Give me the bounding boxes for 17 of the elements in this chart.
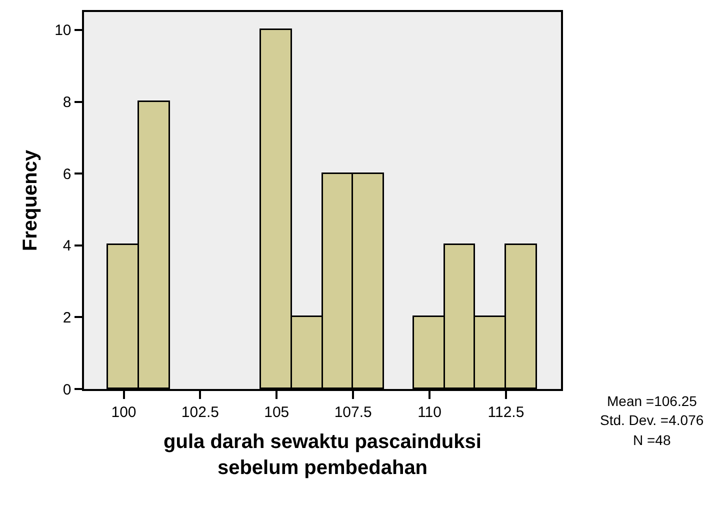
- y-tick-label: 4: [62, 238, 72, 255]
- x-tick-label: 100: [111, 404, 136, 421]
- y-tick-label: 2: [62, 309, 72, 326]
- y-axis-title: Frequency: [20, 149, 42, 252]
- x-axis-title: gula darah sewaktu pascainduksi sebelum pembedahan: [164, 430, 482, 479]
- x-tick-label: 107.5: [334, 404, 372, 421]
- y-tick-label: 0: [62, 381, 72, 398]
- y-tick-label: 8: [62, 94, 72, 112]
- x-tick-label: 105: [264, 404, 290, 421]
- x-tick-label: 112.5: [488, 404, 524, 421]
- y-tick-label: 10: [54, 22, 72, 40]
- text: Std. Dev. =4.076: [600, 412, 704, 428]
- x-tick-label: 110: [418, 404, 442, 421]
- x-tick-label: 102.5: [181, 404, 219, 421]
- text: N =48: [633, 432, 671, 448]
- y-tick-label: 6: [62, 166, 72, 183]
- text: Mean =106.25: [607, 393, 698, 409]
